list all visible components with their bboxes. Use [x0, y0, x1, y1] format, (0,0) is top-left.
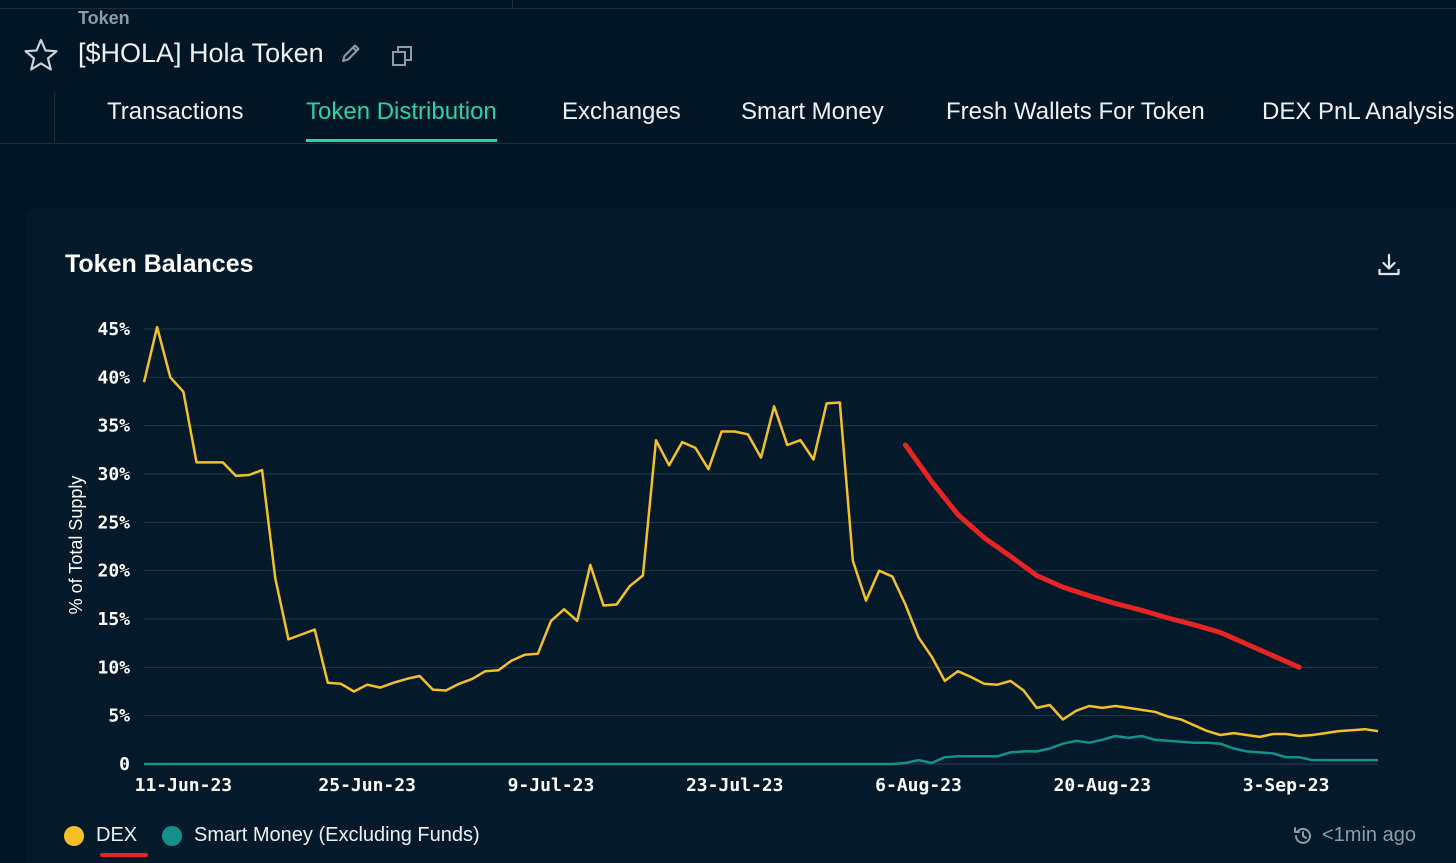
legend-item-smart-money[interactable]: Smart Money (Excluding Funds) — [162, 824, 480, 847]
y-axis-ticks: 0 5% 10% 15% 20% 25% 30% 35% 40% 45% — [97, 319, 130, 775]
tab-token-distribution[interactable]: Token Distribution — [306, 98, 497, 142]
legend-label-dex: DEX — [96, 824, 138, 846]
legend-label-smart-money: Smart Money (Excluding Funds) — [194, 824, 480, 846]
download-icon[interactable] — [1376, 252, 1402, 278]
y-tick-label: 30% — [97, 464, 130, 485]
chart-card — [27, 208, 1456, 863]
x-tick-label: 20-Aug-23 — [1054, 775, 1152, 796]
x-axis-ticks: 11-Jun-23 25-Jun-23 9-Jul-23 23-Jul-23 6-Aug… — [135, 775, 1330, 796]
y-tick-label: 25% — [97, 512, 130, 533]
y-axis-label: % of Total Supply — [66, 476, 86, 615]
y-tick-label: 5% — [108, 706, 130, 727]
star-icon[interactable] — [24, 38, 58, 72]
chart-series — [142, 325, 1379, 766]
legend-dot-smart-money — [162, 825, 182, 846]
tab-smart-money[interactable]: Smart Money — [741, 98, 884, 125]
legend-item-dex[interactable]: DEX — [64, 824, 137, 847]
page-title: [$HOLA] Hola Token — [78, 38, 324, 68]
y-tick-label: 35% — [97, 416, 130, 437]
x-tick-label: 9-Jul-23 — [508, 775, 595, 796]
legend-dot-dex — [64, 825, 84, 846]
pencil-icon[interactable] — [340, 42, 362, 64]
tab-exchanges[interactable]: Exchanges — [562, 98, 681, 125]
breadcrumb[interactable]: Token — [78, 8, 130, 28]
refresh-clock-icon — [1294, 826, 1311, 844]
tab-bar: Transactions Token Distribution Exchange… — [0, 92, 1456, 144]
tabs-left-divider — [54, 92, 55, 142]
top-divider-tick — [512, 0, 513, 9]
annotation-trend-line — [902, 442, 1302, 670]
x-tick-label: 3-Sep-23 — [1243, 775, 1330, 796]
y-tick-label: 15% — [97, 609, 130, 630]
y-tick-label: 10% — [97, 657, 130, 678]
x-tick-label: 11-Jun-23 — [135, 775, 233, 796]
y-tick-label: 40% — [97, 367, 130, 388]
annotation-underline — [100, 853, 148, 857]
tab-fresh-wallets[interactable]: Fresh Wallets For Token — [946, 98, 1205, 125]
dex-series-line — [142, 325, 1379, 739]
x-tick-label: 6-Aug-23 — [875, 775, 962, 796]
last-updated[interactable]: <1min ago — [1292, 824, 1416, 847]
x-tick-label: 25-Jun-23 — [318, 775, 416, 796]
chart-gridlines — [144, 328, 1378, 765]
last-updated-text: <1min ago — [1322, 824, 1416, 846]
tab-transactions[interactable]: Transactions — [107, 98, 244, 125]
y-tick-label: 45% — [97, 319, 130, 340]
chart-title: Token Balances — [65, 250, 254, 278]
tab-dex-pnl-analysis[interactable]: DEX PnL Analysis — [1262, 98, 1455, 125]
y-tick-label: 20% — [97, 561, 130, 582]
smart-money-series-line — [144, 734, 1378, 766]
y-tick-label: 0 — [119, 754, 130, 775]
copy-icon[interactable] — [391, 45, 413, 67]
top-divider — [0, 8, 1456, 9]
x-tick-label: 23-Jul-23 — [686, 775, 784, 796]
